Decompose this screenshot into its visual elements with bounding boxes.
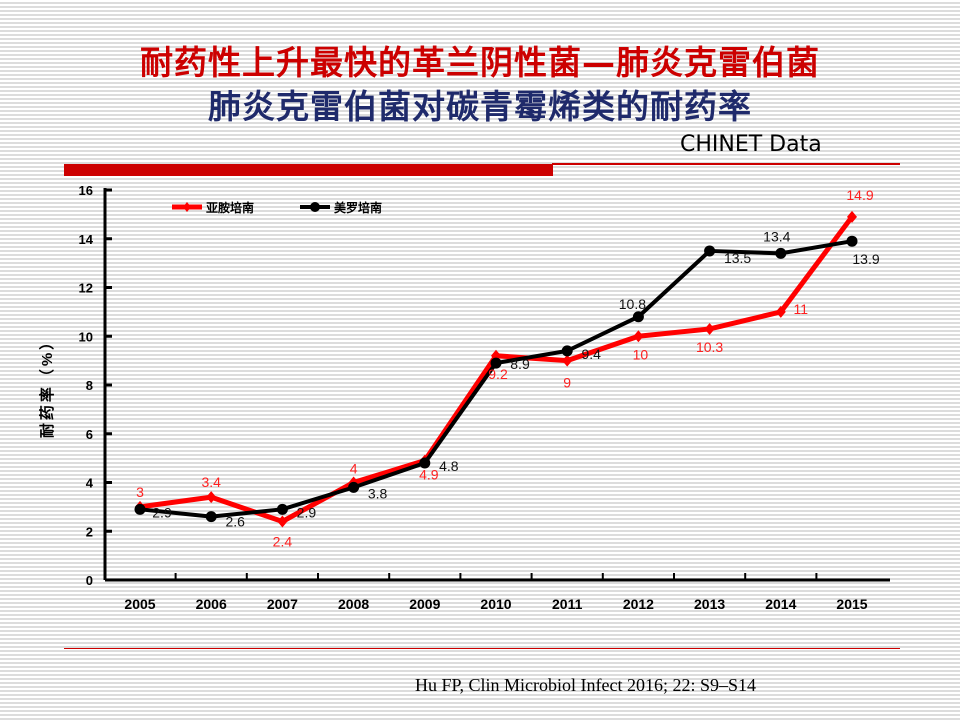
data-source-label: CHINET Data <box>680 132 822 157</box>
data-point-meropenem <box>134 503 146 515</box>
data-label: 13.4 <box>763 228 790 244</box>
x-tick-label: 2010 <box>480 596 511 612</box>
slide-title: 耐药性上升最快的革兰阴性菌—肺炎克雷伯菌 <box>140 43 820 82</box>
data-label: 4.9 <box>419 467 439 483</box>
x-tick-label: 2005 <box>124 596 155 612</box>
data-label: 3.8 <box>368 485 388 501</box>
y-tick-label: 10 <box>79 329 93 344</box>
data-label: 3.4 <box>201 474 221 490</box>
bottom-divider <box>64 648 900 649</box>
data-point-meropenem <box>276 503 288 515</box>
data-point-imipenem <box>562 354 573 367</box>
data-label: 4 <box>350 461 358 477</box>
legend-marker-circle-icon <box>310 202 320 212</box>
y-tick-label: 8 <box>86 378 93 393</box>
citation: Hu FP, Clin Microbiol Infect 2016; 22: S… <box>415 675 757 695</box>
x-tick-label: 2014 <box>765 596 796 612</box>
x-tick-label: 2007 <box>267 596 298 612</box>
data-label: 10 <box>633 346 649 362</box>
y-tick-label: 12 <box>79 281 93 296</box>
data-point-imipenem <box>206 491 217 504</box>
legend-label: 美罗培南 <box>334 200 382 215</box>
data-label: 11 <box>794 301 809 317</box>
legend-label: 亚胺培南 <box>206 200 254 215</box>
data-point-imipenem <box>775 305 786 318</box>
decorative-red-bar <box>64 164 553 176</box>
y-axis-label: 耐药率（%） <box>38 332 56 438</box>
x-tick-label: 2008 <box>338 596 369 612</box>
y-tick-label: 0 <box>86 573 93 588</box>
y-tick-label: 14 <box>79 232 94 247</box>
data-label: 13.5 <box>724 250 751 266</box>
data-point-meropenem <box>632 311 644 323</box>
x-tick-label: 2006 <box>196 596 227 612</box>
y-tick-label: 6 <box>86 427 93 442</box>
y-tick-label: 2 <box>86 524 93 539</box>
data-point-meropenem <box>846 235 858 247</box>
slide-subtitle: 肺炎克雷伯菌对碳青霉烯类的耐药率 <box>208 87 752 126</box>
data-label: 4.8 <box>439 458 459 474</box>
data-label: 2.6 <box>225 514 245 530</box>
data-label: 9.2 <box>488 366 508 382</box>
data-point-meropenem <box>561 345 573 357</box>
x-tick-label: 2013 <box>694 596 725 612</box>
y-tick-label: 16 <box>79 183 93 198</box>
data-point-meropenem <box>704 245 716 257</box>
data-label: 2.9 <box>297 504 317 520</box>
data-point-meropenem <box>490 357 502 369</box>
x-tick-label: 2009 <box>409 596 440 612</box>
data-label: 14.9 <box>846 187 873 203</box>
data-label: 2.9 <box>152 504 172 520</box>
data-label: 2.4 <box>273 534 293 550</box>
data-point-imipenem <box>704 322 715 335</box>
data-point-meropenem <box>775 247 787 259</box>
y-tick-label: 4 <box>86 476 94 491</box>
data-label: 3 <box>136 484 144 500</box>
data-point-meropenem <box>348 481 360 493</box>
decorative-red-line <box>552 163 900 165</box>
data-label: 10.8 <box>619 296 646 312</box>
data-point-imipenem <box>633 330 644 343</box>
data-point-meropenem <box>205 511 217 523</box>
data-label: 9 <box>563 375 571 391</box>
data-point-imipenem <box>847 210 857 223</box>
x-tick-label: 2011 <box>552 596 583 612</box>
data-label: 13.9 <box>852 251 879 267</box>
legend-marker-diamond-icon <box>183 202 191 212</box>
x-tick-label: 2015 <box>836 596 867 612</box>
data-label: 8.9 <box>510 356 530 372</box>
x-tick-label: 2012 <box>623 596 654 612</box>
data-point-imipenem <box>277 515 288 528</box>
data-point-meropenem <box>419 457 431 469</box>
data-label: 10.3 <box>696 339 723 355</box>
data-label: 9.4 <box>581 346 601 362</box>
